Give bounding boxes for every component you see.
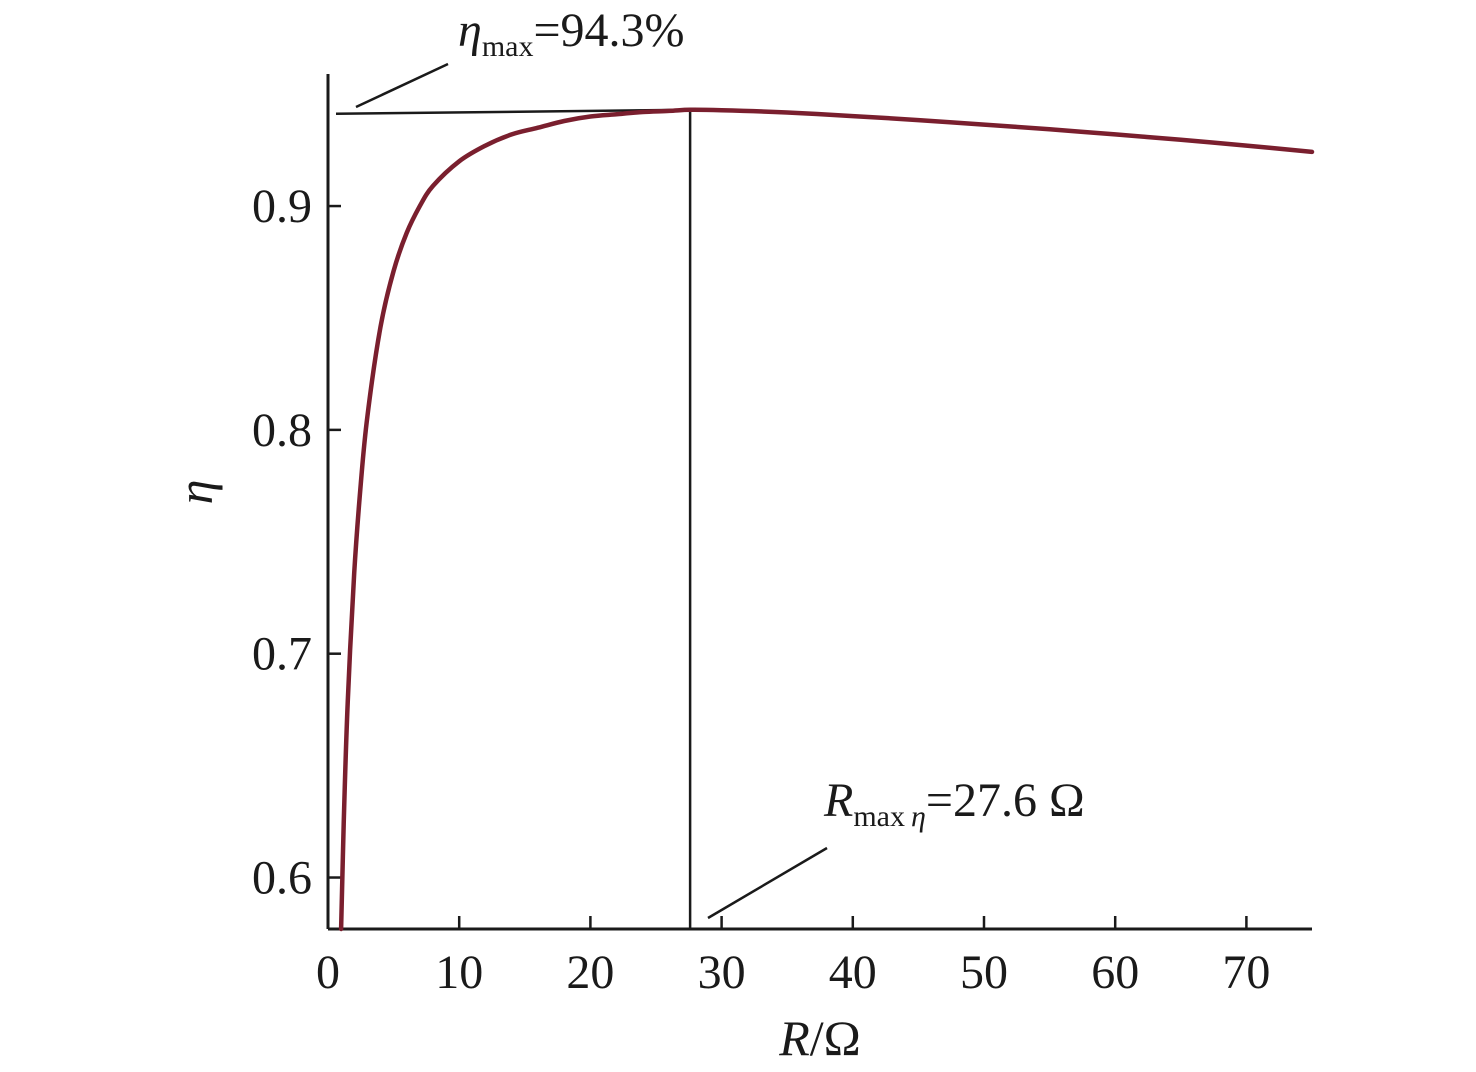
y-axis-label: η bbox=[167, 480, 223, 505]
eta-max-leader-line bbox=[355, 62, 449, 109]
y-tick-label: 0.9 bbox=[252, 180, 312, 233]
y-ticks: 0.6 0.7 0.8 0.9 bbox=[252, 180, 341, 905]
efficiency-curve bbox=[338, 107, 1315, 932]
eta-max-symbol: η bbox=[458, 4, 482, 57]
x-axis-label-var: R bbox=[778, 1010, 810, 1066]
y-tick-label: 0.7 bbox=[252, 628, 312, 681]
r-max-value: =27.6 Ω bbox=[926, 774, 1085, 827]
x-axis-label-slash: / bbox=[810, 1010, 824, 1066]
r-max-subscript-symbol: η bbox=[911, 800, 926, 833]
y-tick-label: 0.8 bbox=[252, 404, 312, 457]
x-ticks: 0 10 20 30 40 50 60 70 bbox=[316, 916, 1270, 999]
eta-max-annotation: ηmax=94.3% bbox=[458, 4, 685, 63]
r-max-annotation: Rmax η=27.6 Ω bbox=[823, 774, 1085, 833]
x-tick-label: 50 bbox=[960, 946, 1008, 999]
x-tick-label: 70 bbox=[1222, 946, 1270, 999]
x-axis-label: R/Ω bbox=[778, 1010, 861, 1066]
x-tick-label: 40 bbox=[829, 946, 877, 999]
r-max-subscript: max bbox=[853, 800, 905, 833]
x-tick-label: 30 bbox=[698, 946, 746, 999]
eta-max-reference-line bbox=[335, 108, 691, 116]
y-tick-label: 0.6 bbox=[252, 852, 312, 905]
eta-max-subscript: max bbox=[482, 30, 534, 63]
x-tick-label: 20 bbox=[566, 946, 614, 999]
r-max-symbol: R bbox=[823, 774, 853, 827]
x-tick-label: 0 bbox=[316, 946, 340, 999]
x-tick-label: 10 bbox=[435, 946, 483, 999]
plot-area: 0 10 20 30 40 50 60 70 0.60.70.80.9 ηmax=94.3% … bbox=[167, 4, 1315, 1066]
r-max-leader-line bbox=[707, 846, 828, 920]
eta-max-value: =94.3% bbox=[533, 4, 684, 57]
x-tick-label: 60 bbox=[1091, 946, 1139, 999]
x-axis-label-unit: Ω bbox=[824, 1010, 861, 1066]
